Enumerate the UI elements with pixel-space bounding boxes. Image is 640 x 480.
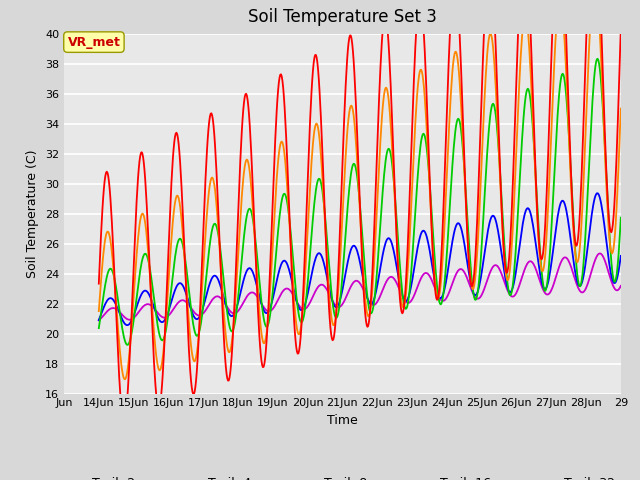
Tsoil -16cm (239, 278, 247, 284)
Tsoil -2cm (424, 121, 431, 127)
Tsoil -8cm (617, 215, 625, 220)
Tsoil -2cm (439, 218, 447, 224)
Line: Tsoil -32cm: Tsoil -32cm (99, 253, 621, 320)
Tsoil -8cm (239, 240, 247, 246)
Tsoil -2cm (159, 372, 166, 378)
Tsoil -2cm (104, 173, 112, 179)
Tsoil -2cm (239, 107, 247, 113)
Tsoil -16cm (439, 292, 447, 298)
Tsoil -8cm (424, 155, 431, 160)
Tsoil -8cm (159, 337, 166, 343)
Tsoil -8cm (212, 222, 220, 228)
Tsoil -4cm (212, 193, 220, 199)
Line: Tsoil -16cm: Tsoil -16cm (99, 193, 621, 325)
Tsoil -32cm (423, 270, 431, 276)
Tsoil -4cm (104, 229, 112, 235)
Tsoil -32cm (211, 294, 219, 300)
Tsoil -16cm (617, 253, 625, 259)
Tsoil -4cm (439, 252, 447, 257)
Y-axis label: Soil Temperature (C): Soil Temperature (C) (26, 149, 39, 278)
Tsoil -4cm (121, 376, 129, 382)
Tsoil -16cm (594, 191, 602, 196)
Tsoil -32cm (438, 298, 446, 303)
Tsoil -32cm (617, 283, 625, 289)
Tsoil -4cm (95, 308, 102, 314)
Tsoil -4cm (239, 176, 247, 181)
Line: Tsoil -8cm: Tsoil -8cm (99, 59, 621, 345)
Line: Tsoil -4cm: Tsoil -4cm (99, 0, 621, 379)
Tsoil -4cm (617, 106, 625, 111)
Tsoil -2cm (95, 281, 102, 287)
Tsoil -16cm (159, 319, 166, 325)
Tsoil -16cm (424, 238, 431, 243)
Title: Soil Temperature Set 3: Soil Temperature Set 3 (248, 9, 437, 26)
Tsoil -8cm (594, 56, 602, 61)
Legend: Tsoil -2cm, Tsoil -4cm, Tsoil -8cm, Tsoil -16cm, Tsoil -32cm: Tsoil -2cm, Tsoil -4cm, Tsoil -8cm, Tsoi… (45, 472, 639, 480)
Tsoil -2cm (212, 154, 220, 159)
Tsoil -32cm (95, 317, 102, 323)
Tsoil -4cm (159, 355, 166, 360)
Tsoil -16cm (212, 273, 220, 279)
Tsoil -2cm (120, 418, 128, 424)
Tsoil -32cm (239, 301, 246, 307)
Tsoil -8cm (439, 294, 447, 300)
Line: Tsoil -2cm: Tsoil -2cm (99, 0, 621, 421)
Tsoil -32cm (596, 251, 604, 256)
Tsoil -8cm (95, 325, 102, 331)
Tsoil -4cm (424, 145, 431, 151)
Tsoil -8cm (104, 269, 112, 275)
Tsoil -32cm (158, 314, 166, 320)
Text: VR_met: VR_met (67, 36, 120, 48)
Tsoil -16cm (124, 322, 131, 328)
Tsoil -2cm (617, 26, 625, 32)
X-axis label: Time: Time (327, 414, 358, 427)
Tsoil -8cm (124, 342, 131, 348)
Tsoil -16cm (95, 317, 102, 323)
Tsoil -32cm (104, 307, 112, 313)
Tsoil -16cm (104, 296, 112, 302)
